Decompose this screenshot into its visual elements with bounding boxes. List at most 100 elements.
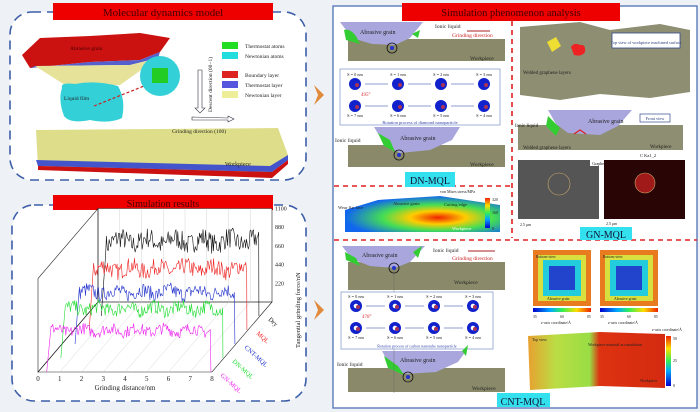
stress-title: von Mises stress/MPa [440,189,475,194]
legend-label: Boundary layer [245,73,279,79]
graphene-label: Graphene [592,161,608,166]
heat-colorbar [666,336,671,386]
step-label: S = 5 nm [433,113,449,118]
x-tick-label: 7 [189,375,193,383]
step-label: S = 4 nm [476,113,492,118]
step-label: S = 1 nm [390,72,406,77]
step-label: S = 6 nm [387,335,403,340]
legend-swatch [222,71,238,78]
step-label: S = 4 nm [465,335,481,340]
marker-atom [398,83,402,87]
cnt-abrasive-label-2: Abrasive grain [400,358,436,364]
cnt-mql-badge [497,393,550,407]
zoom-arrow [93,85,145,107]
dn-ionic-label-2: Ionic liquid [335,138,361,144]
cnt-rotation-box [340,291,494,350]
grid-line [146,301,207,373]
step-label: S = 1 nm [387,294,403,299]
marker-atom [355,83,359,87]
gn-front-view-label: Front view [646,116,666,121]
model-legend: Thermostat atoms Newtonian atoms Boundary … [222,42,285,99]
dn-rotation-sequence: S = 0 nm S = 1 nm S = 2 nm S = 3 nm S = 7 nm… [347,72,492,118]
gn-top-view-box [611,32,681,49]
step-label: S = 0 nm [348,294,364,299]
results-title-banner [53,195,273,210]
grid-line [190,301,251,373]
y-tick-label: 660 [275,244,284,250]
sem-scale: 2.5 μm [520,222,532,227]
welded-graphene-yellow [547,37,561,52]
abrasive-grain-label: Abrasive grain [70,46,103,52]
x-tick-label: 3 [102,375,106,383]
colorbar-tick: 60 [560,315,564,319]
dn-abrasive-label: Abrasive grain [360,30,396,36]
cnt-mql-label: CNT-MQL [501,397,546,408]
step-label: S = 5 nm [426,335,442,340]
bottom-view-abrasive-label: Abrasive grain [614,297,637,301]
marker-atom [484,105,488,109]
y-tick-label: 880 [275,225,284,231]
nanoparticle-icon [349,78,361,90]
bottom-view-label: Bottom view [603,255,623,259]
bottom-view-core [549,266,575,290]
dn-top-scene [340,22,505,61]
welded-graphene-red [571,43,586,56]
step-label: S = 7 nm [348,335,364,340]
cnt-top-view-label: Top view [532,337,547,342]
x-tick-label: 0 [36,375,40,383]
stress-tick: 0 [492,226,494,231]
grid-line [103,301,164,373]
legend-label: Newtonian layer [245,93,282,99]
colorbar-axis-label: z-axis coordinate/Å [541,320,571,325]
marker-atom [473,327,477,331]
sem-graphene-circle [547,172,571,196]
chart-floor [37,301,273,373]
cnt-top-scene [342,246,505,290]
series-line-mql [88,257,248,331]
marker-atom [355,105,359,109]
marker-atom [356,327,360,331]
legend-swatch [222,52,238,59]
analysis-title-banner [402,3,620,21]
dn-rotation-box [339,68,501,126]
nanoparticle-icon [435,100,447,112]
stress-tick: 320 [492,197,498,202]
chevron-right-icon [314,300,324,320]
descent-arrow-icon [194,69,206,114]
step-label: S = 6 nm [390,113,406,118]
step-label: S = 2 nm [426,294,442,299]
marker-atom [434,305,438,309]
colorbar-tick: 85 [587,315,591,319]
x-axis-label: Grinding distance/nm [95,384,156,392]
bottom-view-label: Bottom view [536,255,556,259]
grain-newtonian-layer [35,58,158,85]
x-tick-label: 6 [167,375,171,383]
grinding-arrow-icon [191,115,235,123]
cnt-abrasive-label: Abrasive grain [362,253,398,259]
cnt-bottom-views: Bottom view Abrasive grain 35 60 85 z-axis co… [533,250,658,325]
colorbar-tick: 60 [627,315,631,319]
y-tick-label: 440 [275,263,284,269]
dn-mql-label: DN-MQL [410,176,450,187]
cnt-ionic-label-2: Ionic liquid [337,362,363,368]
liquid-film-label: Liquid film [64,95,90,102]
bottom-view-colorbar [533,308,591,312]
x-tick-label: 2 [80,375,84,383]
stress-tick: 160 [492,210,498,215]
series-line-gn-mql [46,322,212,373]
analysis-title: Simulation phenomenon analysis [441,8,580,19]
descent-direction-label: Descent direction (00−1) [207,57,214,112]
chevron-right-icon [314,85,324,105]
cnt-grinding-direction: Grinding direction [452,256,493,262]
graphene-label-box [590,160,610,166]
abrasive-grain [22,33,170,68]
marker-atom [484,83,488,87]
boundary-layer [38,160,288,178]
gn-front-view-box [639,113,671,123]
heat-tick: 50 [673,336,677,341]
grid-line [81,301,142,373]
legend-swatch [222,42,238,49]
cnt-top-view-heatmap [528,332,665,390]
sem-image [518,160,599,219]
